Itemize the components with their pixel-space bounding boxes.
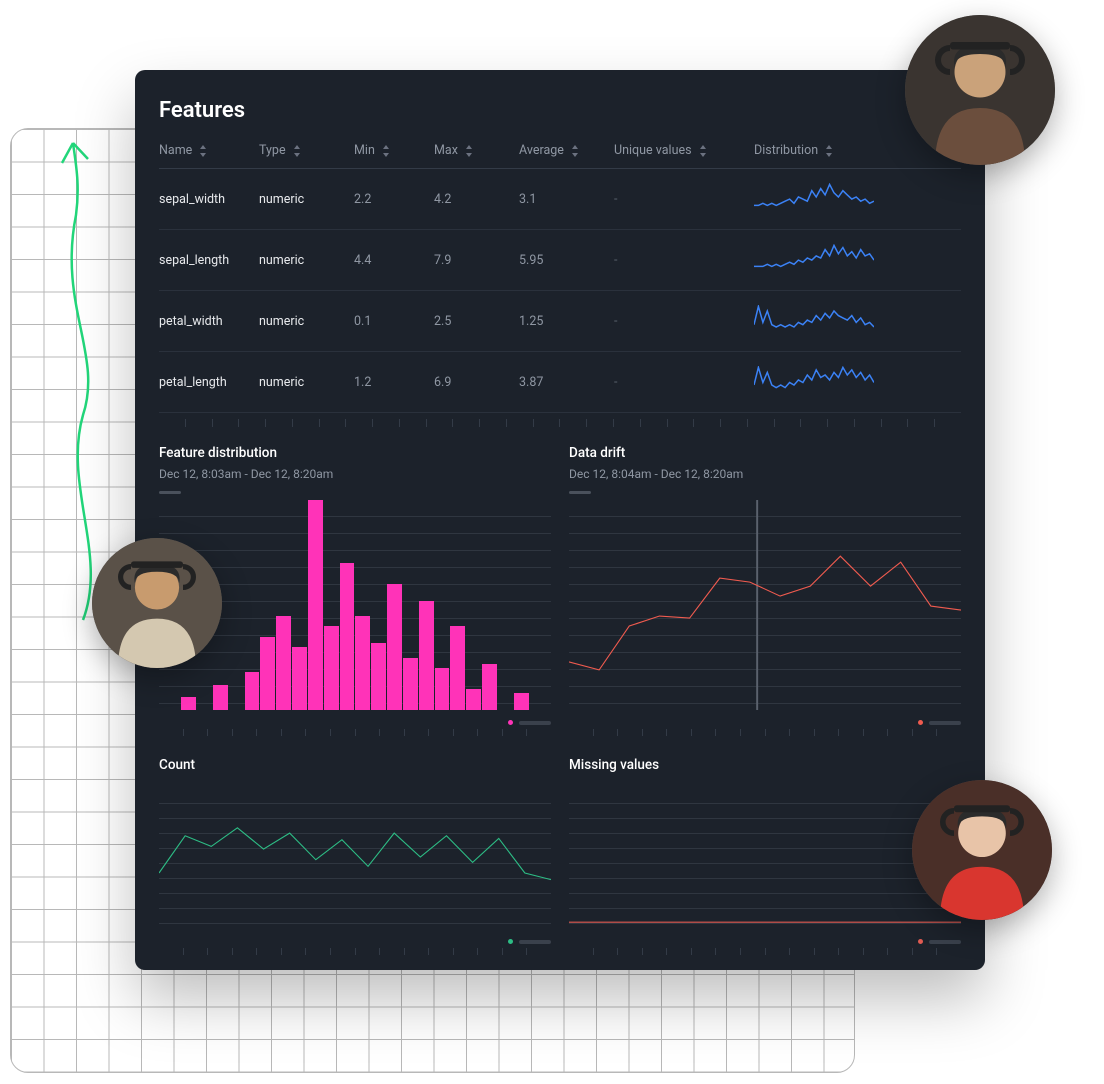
histogram-bar bbox=[260, 637, 275, 711]
histogram-bar bbox=[324, 626, 339, 710]
missing-chart bbox=[569, 789, 961, 929]
ruler bbox=[569, 948, 961, 958]
cell-distribution bbox=[754, 366, 961, 398]
cell-unique: - bbox=[614, 314, 754, 329]
count-chart bbox=[159, 789, 551, 929]
cell-type: numeric bbox=[259, 192, 354, 207]
cell-distribution bbox=[754, 244, 961, 276]
cell-name: petal_width bbox=[159, 314, 259, 329]
features-title: Features bbox=[159, 98, 961, 123]
chart-subtitle: Dec 12, 8:03am - Dec 12, 8:20am bbox=[159, 467, 551, 481]
column-name[interactable]: Name bbox=[159, 143, 259, 158]
histogram-bar bbox=[355, 616, 370, 711]
cell-unique: - bbox=[614, 375, 754, 390]
histogram-bar bbox=[387, 584, 402, 710]
cell-type: numeric bbox=[259, 314, 354, 329]
missing-values-card: Missing values bbox=[569, 757, 961, 958]
cell-distribution bbox=[754, 183, 961, 215]
histogram-bar bbox=[482, 664, 497, 710]
legend bbox=[159, 491, 551, 494]
chart-title: Feature distribution bbox=[159, 445, 551, 461]
avatar-top-right bbox=[905, 15, 1055, 165]
table-row[interactable]: sepal_widthnumeric2.24.23.1- bbox=[159, 169, 961, 230]
sparkline-icon bbox=[754, 366, 874, 394]
histogram-bar bbox=[371, 643, 386, 710]
sparkline-icon bbox=[754, 305, 874, 333]
data-drift-card: Data drift Dec 12, 8:04am - Dec 12, 8:20… bbox=[569, 445, 961, 739]
histogram-bar bbox=[181, 697, 196, 710]
histogram-bar bbox=[419, 601, 434, 710]
column-max[interactable]: Max bbox=[434, 143, 519, 158]
histogram-bar bbox=[276, 616, 291, 711]
histogram-bar bbox=[292, 647, 307, 710]
table-row[interactable]: petal_lengthnumeric1.26.93.87- bbox=[159, 352, 961, 413]
chart-footer bbox=[159, 939, 551, 944]
ruler bbox=[569, 729, 961, 739]
cell-avg: 1.25 bbox=[519, 314, 614, 329]
avatar-mid-left bbox=[92, 538, 222, 668]
cell-avg: 3.87 bbox=[519, 375, 614, 390]
chart-title: Count bbox=[159, 757, 551, 773]
drift-chart bbox=[569, 500, 961, 710]
features-table-header: NameTypeMinMaxAverageUnique valuesDistri… bbox=[159, 143, 961, 169]
cell-min: 1.2 bbox=[354, 375, 434, 390]
cell-min: 0.1 bbox=[354, 314, 434, 329]
histogram-bar bbox=[308, 500, 323, 710]
ruler bbox=[159, 729, 551, 739]
legend bbox=[569, 491, 961, 494]
cell-avg: 5.95 bbox=[519, 253, 614, 268]
sparkline-icon bbox=[754, 183, 874, 211]
ruler-top bbox=[159, 419, 961, 431]
chart-footer bbox=[569, 939, 961, 944]
cell-max: 7.9 bbox=[434, 253, 519, 268]
features-table: NameTypeMinMaxAverageUnique valuesDistri… bbox=[159, 143, 961, 413]
cell-max: 2.5 bbox=[434, 314, 519, 329]
chart-subtitle: Dec 12, 8:04am - Dec 12, 8:20am bbox=[569, 467, 961, 481]
chart-title: Data drift bbox=[569, 445, 961, 461]
ruler bbox=[159, 948, 551, 958]
histogram-bar bbox=[340, 563, 355, 710]
cell-distribution bbox=[754, 305, 961, 337]
column-min[interactable]: Min bbox=[354, 143, 434, 158]
chart-title: Missing values bbox=[569, 757, 961, 773]
histogram-bar bbox=[466, 689, 481, 710]
table-row[interactable]: petal_widthnumeric0.12.51.25- bbox=[159, 291, 961, 352]
cell-max: 4.2 bbox=[434, 192, 519, 207]
chart-footer bbox=[569, 720, 961, 725]
cell-max: 6.9 bbox=[434, 375, 519, 390]
cell-name: sepal_width bbox=[159, 192, 259, 207]
cell-name: sepal_length bbox=[159, 253, 259, 268]
cell-unique: - bbox=[614, 192, 754, 207]
column-unique[interactable]: Unique values bbox=[614, 143, 754, 158]
table-row[interactable]: sepal_lengthnumeric4.47.95.95- bbox=[159, 230, 961, 291]
cell-name: petal_length bbox=[159, 375, 259, 390]
count-card: Count bbox=[159, 757, 551, 958]
histogram-bar bbox=[213, 685, 228, 710]
cell-type: numeric bbox=[259, 253, 354, 268]
sparkline-icon bbox=[754, 244, 874, 272]
chart-footer bbox=[159, 720, 551, 725]
cell-avg: 3.1 bbox=[519, 192, 614, 207]
histogram-bar bbox=[450, 626, 465, 710]
avatar-bottom-right bbox=[912, 780, 1052, 920]
cell-min: 2.2 bbox=[354, 192, 434, 207]
histogram-bar bbox=[435, 668, 450, 710]
histogram-bar bbox=[514, 693, 529, 710]
column-avg[interactable]: Average bbox=[519, 143, 614, 158]
cell-unique: - bbox=[614, 253, 754, 268]
cell-type: numeric bbox=[259, 375, 354, 390]
column-type[interactable]: Type bbox=[259, 143, 354, 158]
histogram-bar bbox=[403, 658, 418, 711]
cell-min: 4.4 bbox=[354, 253, 434, 268]
histogram-bar bbox=[245, 672, 260, 710]
dashboard-panel: Features NameTypeMinMaxAverageUnique val… bbox=[135, 70, 985, 970]
